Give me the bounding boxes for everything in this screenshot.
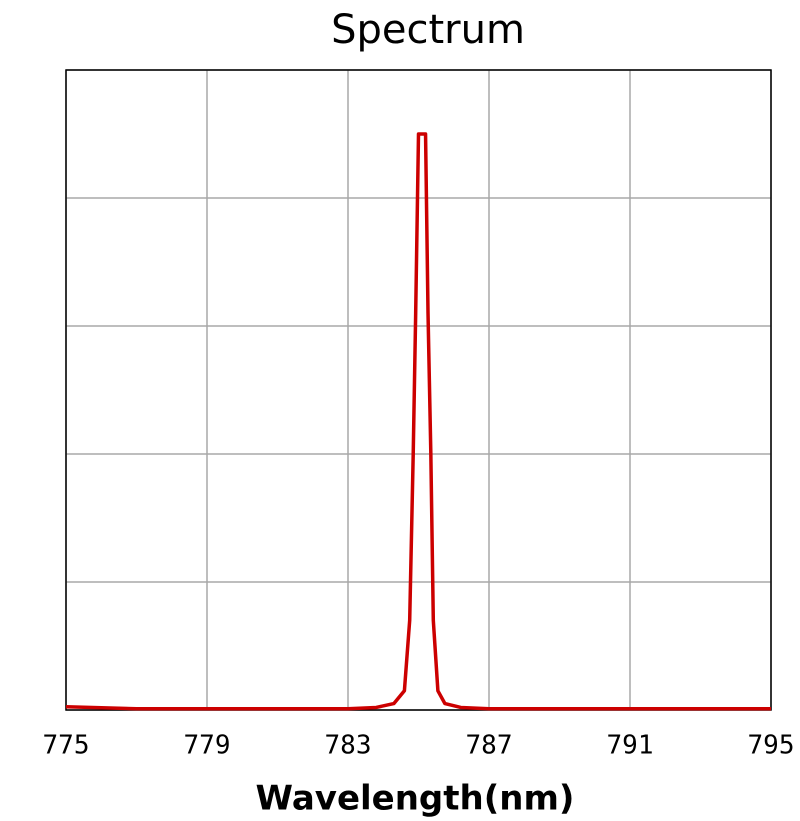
spectrum-line — [65, 132, 771, 711]
x-tick-label: 795 — [748, 731, 795, 761]
x-tick-label: 775 — [43, 731, 90, 761]
chart-title: Spectrum — [331, 7, 525, 53]
x-tick-label: 779 — [184, 731, 231, 761]
x-axis-label: Wavelength(nm) — [256, 779, 575, 819]
plot-frame — [65, 69, 772, 711]
x-tick-label: 791 — [607, 731, 654, 761]
x-tick-label: 787 — [466, 731, 513, 761]
x-tick-label: 783 — [325, 731, 372, 761]
